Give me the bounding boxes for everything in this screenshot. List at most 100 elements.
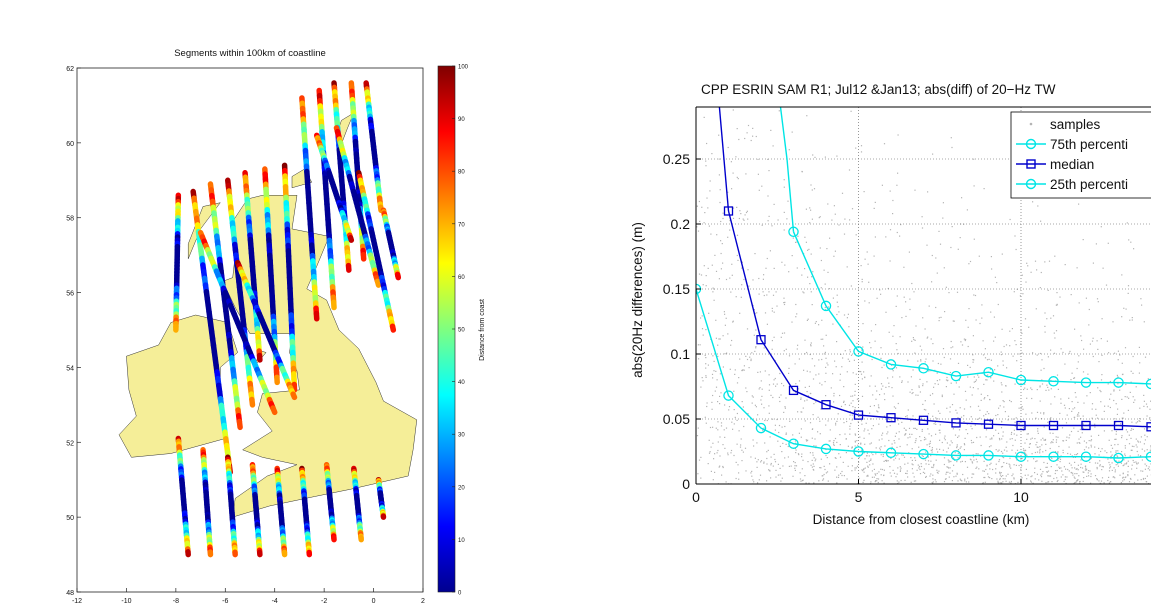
series-tail-line: [718, 107, 730, 212]
track-segment: [351, 465, 364, 543]
data-point: [886, 413, 896, 423]
data-point: [1113, 420, 1124, 431]
data-point: [1048, 376, 1059, 387]
track-segment: [274, 465, 288, 558]
percentile-series: [696, 107, 1151, 464]
legend: samples 75th percenti median 25th percen…: [1010, 111, 1151, 199]
y-tick-label: 0.05: [663, 411, 690, 427]
data-point: [788, 385, 799, 396]
map-x-tick-label: -8: [173, 598, 179, 605]
legend-median-label: median: [1050, 157, 1094, 172]
y-tick-label: 0: [682, 476, 690, 492]
map-x-tick-label: 2: [421, 598, 425, 605]
colorbar-tick-label: 60: [458, 275, 465, 281]
map-x-tick-label: -12: [72, 598, 82, 605]
x-tick-label: 10: [1013, 489, 1029, 505]
data-point: [1016, 420, 1026, 431]
x-axis-label: Distance from closest coastline (km): [813, 512, 1030, 527]
track-segment: [355, 170, 397, 333]
track-segment: [375, 476, 387, 520]
data-point: [853, 410, 864, 420]
track-segment: [173, 192, 182, 333]
track-segment: [348, 80, 367, 262]
data-point: [885, 359, 897, 370]
data-point: [983, 366, 994, 378]
colorbar-ticks: 0 10 20 30 40 50 60 70 80 90 100: [452, 65, 469, 597]
map-x-ticks: -12 -10 -8 -6 -4 -2 0 2: [72, 588, 425, 605]
y-axis-label: abs(20Hz differences) (m): [630, 222, 645, 378]
colorbar-tick-label: 50: [458, 328, 465, 334]
map-y-ticks: 48 50 52 54 56 58 60 62: [66, 66, 81, 597]
data-point: [1145, 378, 1151, 390]
map-x-tick-label: -4: [272, 598, 278, 605]
colorbar-tick-label: 10: [458, 538, 465, 544]
series-0: [779, 107, 1151, 390]
data-point: [723, 390, 734, 401]
track-segment: [323, 461, 337, 543]
track-segment: [331, 80, 352, 273]
data-point: [951, 418, 961, 428]
y-tick-label: 0.15: [663, 281, 690, 297]
map-x-tick-label: -10: [121, 598, 131, 605]
series-tail-line: [779, 107, 795, 232]
map-x-tick-label: -2: [321, 598, 327, 605]
y-tick-label: 0.25: [663, 151, 690, 167]
legend-p25-label: 25th percenti: [1050, 177, 1128, 192]
map-x-tick-label: -6: [222, 598, 228, 605]
legend-p75-label: 75th percenti: [1050, 137, 1128, 152]
difference-vs-distance-chart: CPP ESRIN SAM R1; Jul12 &Jan13; abs(diff…: [630, 82, 1151, 527]
colorbar-tick-label: 30: [458, 433, 465, 439]
map-title: Segments within 100km of coastline: [174, 48, 326, 59]
series-1: [718, 107, 1151, 432]
track-segment: [249, 461, 263, 558]
map-y-tick-label: 60: [66, 141, 74, 148]
colorbar-tick-label: 90: [458, 117, 465, 123]
data-point: [1048, 451, 1059, 462]
x-ticks: 0510152025: [692, 479, 1029, 505]
data-point: [755, 422, 767, 434]
data-point: [885, 447, 897, 459]
data-point: [1080, 377, 1092, 388]
y-tick-label: 0.1: [671, 346, 691, 362]
data-point: [853, 446, 864, 457]
y-tick-label: 0.2: [671, 216, 691, 232]
track-segment: [190, 188, 233, 475]
coastline-segments-map: Segments within 100km of coastline -12 -1…: [66, 48, 486, 605]
legend-samples-label: samples: [1050, 117, 1101, 132]
data-point: [853, 346, 864, 357]
colorbar-tick-label: 40: [458, 380, 465, 386]
series-line: [696, 288, 1151, 459]
y-ticks: 0 0.05 0.1 0.15 0.2 0.25: [663, 151, 701, 492]
legend-median-marker: [1026, 159, 1036, 169]
data-point: [820, 443, 832, 455]
colorbar-tick-label: 80: [458, 170, 465, 176]
map-y-tick-label: 58: [66, 216, 74, 223]
colorbar-label: Distance from coast: [479, 299, 486, 361]
x-tick-label: 5: [855, 489, 863, 505]
data-point: [918, 363, 929, 374]
data-point: [1146, 422, 1151, 432]
track-segment: [281, 162, 298, 393]
data-point: [788, 226, 799, 238]
data-point: [1015, 451, 1027, 462]
data-point: [918, 448, 929, 460]
data-point: [1113, 377, 1124, 388]
track-segment: [380, 207, 402, 281]
map-y-tick-label: 48: [66, 590, 74, 597]
legend-samples-marker: [1029, 122, 1033, 126]
track-segment: [299, 465, 313, 558]
colorbar-tick-label: 100: [458, 65, 469, 71]
colorbar-tick-label: 70: [458, 222, 465, 228]
chart-title: CPP ESRIN SAM R1; Jul12 &Jan13; abs(diff…: [701, 82, 1056, 97]
series-2: [696, 283, 1151, 464]
track-segment: [200, 447, 214, 558]
data-point: [1080, 451, 1092, 462]
data-point: [950, 450, 962, 461]
data-point: [918, 415, 929, 425]
data-point: [1113, 452, 1124, 464]
legend-p75-marker: [1025, 138, 1037, 150]
land-masses: [118, 112, 418, 518]
track-segment: [333, 125, 382, 288]
data-point: [1145, 451, 1151, 462]
track-segment: [363, 80, 384, 213]
